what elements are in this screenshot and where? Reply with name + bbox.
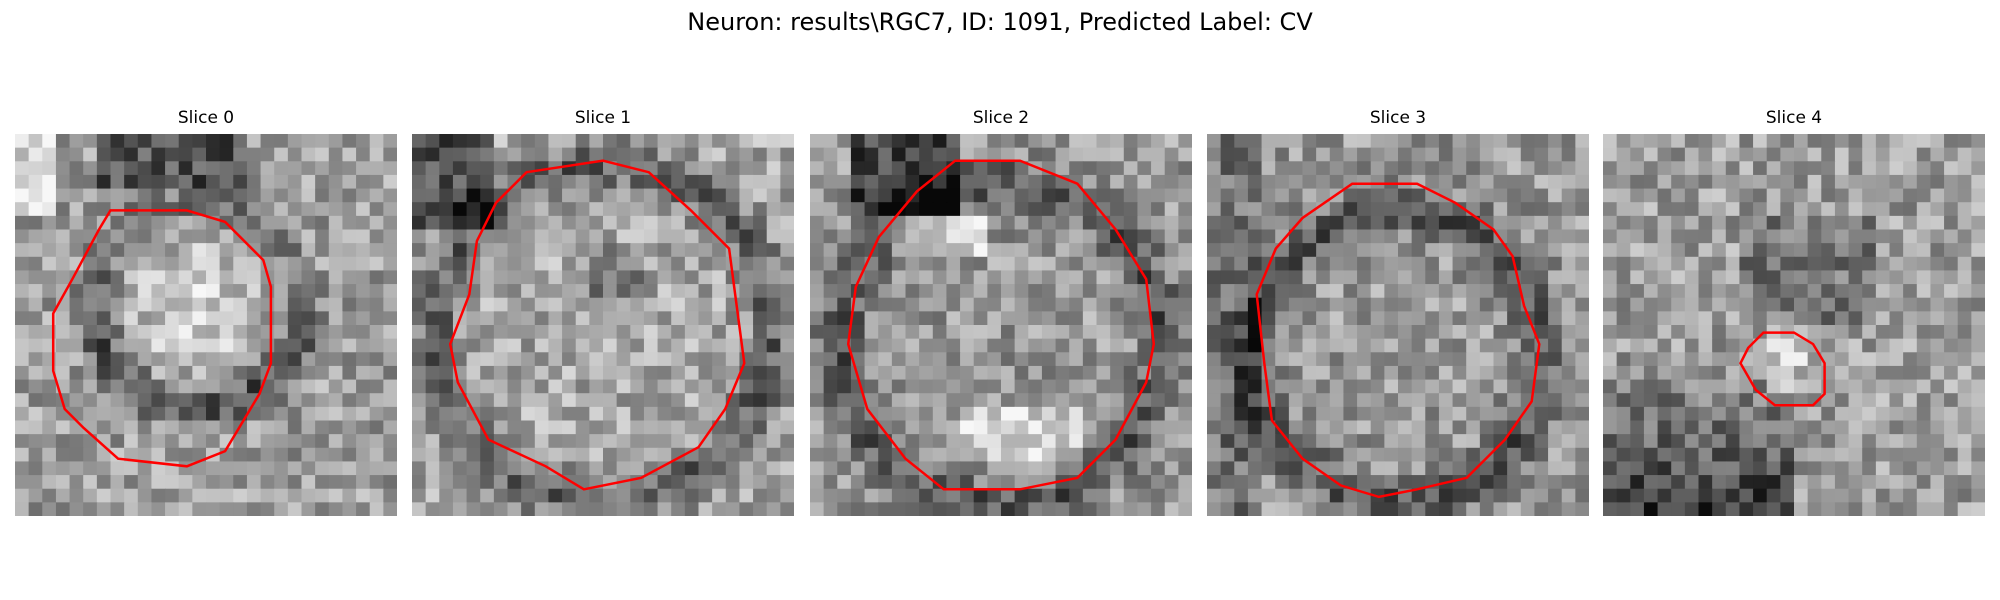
- figure-title: Neuron: results\RGC7, ID: 1091, Predicte…: [687, 8, 1313, 36]
- slice-image: [412, 134, 794, 516]
- slice-title: Slice 3: [1369, 108, 1427, 128]
- slice-title: Slice 0: [177, 108, 235, 128]
- slice-image: [1603, 134, 1985, 516]
- slice-title: Slice 4: [1765, 108, 1823, 128]
- slice-image: [810, 134, 1192, 516]
- slice-title: Slice 1: [574, 108, 632, 128]
- slice-image: [1207, 134, 1589, 516]
- slice-title: Slice 2: [972, 108, 1030, 128]
- cell-contour: [846, 159, 1156, 491]
- cell-contour: [1255, 182, 1541, 499]
- cell-contour: [51, 209, 273, 468]
- cell-contour: [1739, 331, 1826, 407]
- cell-contour: [448, 159, 746, 491]
- slice-image: [15, 134, 397, 516]
